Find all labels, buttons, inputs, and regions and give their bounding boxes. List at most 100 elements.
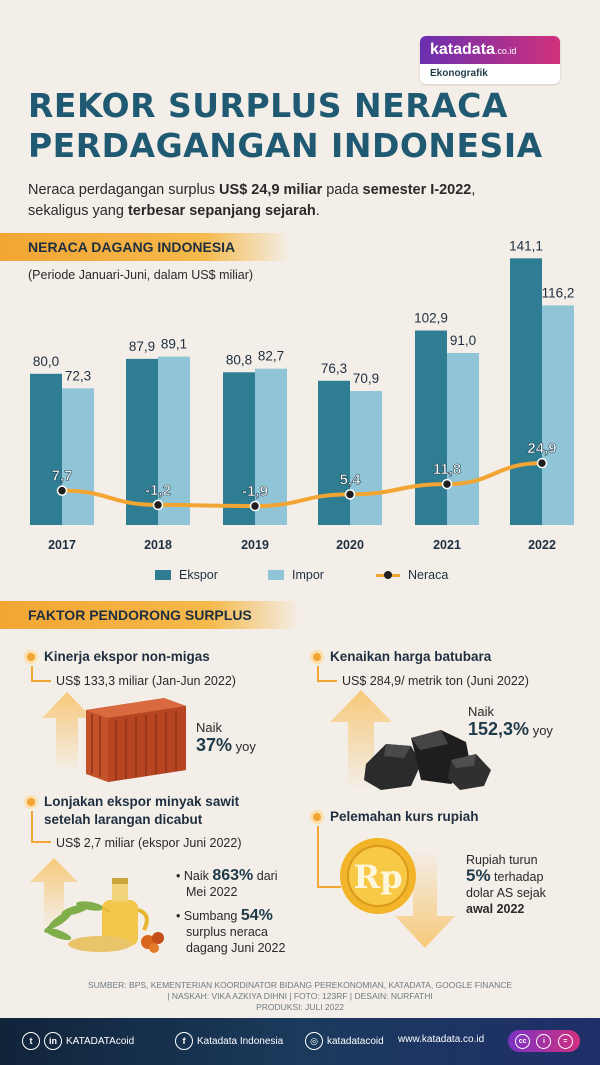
factor-3-item-1: • Naik 863% dari Mei 2022 bbox=[176, 867, 278, 900]
x-tick-2019: 2019 bbox=[241, 538, 269, 552]
label-ekspor-2018: 87,9 bbox=[129, 339, 155, 354]
shipping-container-icon bbox=[86, 698, 186, 782]
bracket-line bbox=[317, 826, 341, 888]
legend-item-impor: Impor bbox=[268, 568, 324, 582]
bar-impor-2020 bbox=[350, 390, 382, 525]
factor-1-title: Kinerja ekspor non-migas bbox=[44, 649, 210, 664]
subtitle-bold: semester I-2022 bbox=[362, 182, 472, 198]
footer-social-1[interactable]: t in KATADATAcoid bbox=[22, 1032, 134, 1050]
rupiah-coin-icon: Rp bbox=[340, 838, 416, 914]
brand-section: Ekonografik bbox=[430, 68, 488, 79]
title-line-1: REKOR SURPLUS NERACA bbox=[28, 86, 508, 125]
brand-domain: .co.id bbox=[494, 46, 517, 56]
factor-1-naik: Naik 37% yoy bbox=[196, 720, 256, 756]
legend-swatch-neraca bbox=[376, 570, 400, 580]
neraca-point-2019 bbox=[249, 500, 261, 512]
palm-oil-icon bbox=[43, 878, 164, 953]
footer-website-label: www.katadata.co.id bbox=[398, 1034, 485, 1045]
footer-social-3[interactable]: ◎ katadatacoid bbox=[305, 1032, 384, 1050]
facebook-icon: f bbox=[175, 1032, 193, 1050]
subtitle-text: , bbox=[471, 182, 476, 198]
rupiah-line: dolar AS sejak bbox=[466, 886, 546, 900]
factor-2-title: Kenaikan harga batubara bbox=[330, 649, 492, 664]
brand-logo[interactable]: katadata.co.id Ekonografik bbox=[420, 36, 560, 84]
factor-3-item-2: • Sumbang 54% surplus neraca dagang Juni… bbox=[176, 907, 286, 956]
naik-label: Naik bbox=[196, 720, 223, 735]
bullet-dot bbox=[310, 650, 324, 664]
coal-icon bbox=[364, 730, 491, 790]
neraca-label-2022: 24,9 bbox=[527, 440, 556, 457]
x-tick-2017: 2017 bbox=[48, 538, 76, 552]
bar-impor-2017 bbox=[62, 388, 94, 525]
page-title: REKOR SURPLUS NERACA PERDAGANGAN INDONES… bbox=[28, 86, 588, 166]
yoy-label: yoy bbox=[235, 739, 256, 754]
source-line-2: | NASKAH: VIKA AZKIYA DIHNI | FOTO: 123R… bbox=[167, 991, 433, 1001]
factor-3-title: Lonjakan ekspor minyak sawit setelah lar… bbox=[44, 793, 239, 829]
subtitle-bold: US$ 24,9 miliar bbox=[219, 182, 323, 198]
x-tick-2022: 2022 bbox=[528, 538, 556, 552]
label-ekspor-2021: 102,9 bbox=[414, 311, 448, 326]
bullet-dot bbox=[24, 795, 38, 809]
item-text: surplus neraca bbox=[186, 925, 268, 939]
item-text: Mei 2022 bbox=[186, 885, 238, 899]
factor-2-value: US$ 284,9/ metrik ton (Juni 2022) bbox=[342, 674, 529, 688]
neraca-line bbox=[61, 461, 543, 509]
footer-social-1-label: KATADATAcoid bbox=[66, 1035, 135, 1047]
nd-icon: = bbox=[557, 1033, 573, 1049]
neraca-point-2022 bbox=[536, 457, 548, 469]
footer-social-2[interactable]: f Katadata Indonesia bbox=[175, 1032, 283, 1050]
item-big: 54% bbox=[240, 907, 273, 924]
factor-3-value: US$ 2,7 miliar (ekspor Juni 2022) bbox=[56, 836, 242, 850]
factor-4-title: Pelemahan kurs rupiah bbox=[330, 809, 479, 824]
footer-website[interactable]: www.katadata.co.id bbox=[398, 1034, 484, 1045]
rupiah-line: awal 2022 bbox=[466, 902, 525, 916]
neraca-label-2017: 7,7 bbox=[52, 468, 73, 485]
brand-name: katadata bbox=[430, 41, 495, 58]
item-text: Sumbang bbox=[183, 909, 241, 923]
source-credits: SUMBER: BPS, KEMENTERIAN KOORDINATOR BID… bbox=[60, 980, 540, 1013]
page-subtitle: Neraca perdagangan surplus US$ 24,9 mili… bbox=[28, 180, 588, 222]
legend-item-ekspor: Ekspor bbox=[155, 568, 218, 582]
label-impor-2022: 116,2 bbox=[542, 285, 575, 300]
label-ekspor-2017: 80,0 bbox=[33, 354, 59, 369]
x-tick-2021: 2021 bbox=[433, 538, 461, 552]
neraca-label-2020: 5,4 bbox=[340, 471, 362, 488]
item-text: dagang Juni 2022 bbox=[186, 941, 286, 955]
up-arrow-icon bbox=[42, 692, 92, 772]
neraca-point-2017 bbox=[56, 485, 68, 496]
subtitle-text: sekaligus yang bbox=[28, 203, 128, 219]
label-ekspor-2019: 80,8 bbox=[226, 352, 252, 367]
neraca-point-2020 bbox=[344, 489, 356, 500]
item-text: dari bbox=[253, 869, 278, 883]
legend-item-neraca: Neraca bbox=[376, 568, 448, 582]
neraca-label-2018: -1,2 bbox=[145, 482, 171, 499]
footer-social-3-label: katadatacoid bbox=[327, 1035, 384, 1047]
cc-icon: cc bbox=[515, 1033, 531, 1049]
linkedin-icon: in bbox=[44, 1032, 62, 1050]
legend-swatch-impor bbox=[268, 570, 284, 580]
bullet-dot bbox=[310, 810, 324, 824]
bar-ekspor-2018 bbox=[126, 358, 158, 525]
chart-period-label: (Periode Januari-Juni, dalam US$ miliar) bbox=[28, 268, 254, 282]
x-tick-2018: 2018 bbox=[144, 538, 172, 552]
label-impor-2018: 89,1 bbox=[161, 337, 187, 352]
chart-section-title: NERACA DAGANG INDONESIA bbox=[0, 233, 290, 261]
down-arrow-icon bbox=[395, 850, 455, 948]
factors-section-title: FAKTOR PENDORONG SURPLUS bbox=[0, 601, 300, 629]
source-line-1: SUMBER: BPS, KEMENTERIAN KOORDINATOR BID… bbox=[87, 980, 513, 990]
item-text: Naik bbox=[183, 869, 213, 883]
legend-label-neraca: Neraca bbox=[408, 568, 449, 582]
factor-1-value: US$ 133,3 miliar (Jan-Jun 2022) bbox=[56, 674, 236, 688]
factor-2-percent: 152,3% bbox=[468, 719, 530, 739]
legend-label-ekspor: Ekspor bbox=[179, 568, 218, 582]
twitter-icon: t bbox=[22, 1032, 40, 1050]
creative-commons-badges: cc i = bbox=[508, 1030, 580, 1052]
factor-1-percent: 37% bbox=[196, 735, 233, 755]
item-big: 863% bbox=[212, 867, 254, 884]
instagram-icon: ◎ bbox=[305, 1032, 323, 1050]
bar-impor-2018 bbox=[158, 356, 190, 525]
legend-label-impor: Impor bbox=[292, 568, 324, 582]
bar-ekspor-2020 bbox=[318, 380, 350, 525]
footer-bar: t in KATADATAcoid f Katadata Indonesia ◎… bbox=[0, 1018, 600, 1065]
by-icon: i bbox=[536, 1033, 552, 1049]
